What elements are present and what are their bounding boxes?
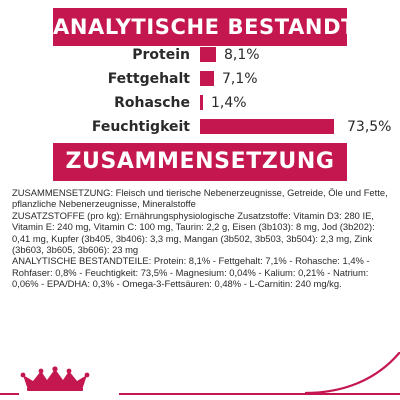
accent-swoosh: [305, 352, 400, 400]
nutrient-value: 8,1%: [224, 47, 260, 63]
royal-canin-crown-logo-icon: [19, 366, 119, 395]
composition-text: ZUSAMMENSETZUNG: Fleisch und tierische N…: [12, 187, 388, 290]
composition-title: ZUSAMMENSETZUNG: [65, 149, 335, 174]
nutrient-row-rohasche: Rohasche 1,4%: [0, 93, 400, 113]
nutrient-bar: [200, 47, 216, 62]
nutrient-bar: [200, 95, 203, 110]
nutrient-row-protein: Protein 8,1%: [0, 45, 400, 65]
composition-banner: ZUSAMMENSETZUNG: [53, 143, 347, 181]
nutrient-bar: [200, 71, 214, 86]
nutrient-label: Feuchtigkeit: [91, 119, 190, 135]
footer-line: [0, 393, 400, 395]
nutrient-row-fettgehalt: Fettgehalt 7,1%: [0, 69, 400, 89]
nutrient-value: 7,1%: [222, 71, 258, 87]
nutrient-label: Fettgehalt: [107, 71, 190, 87]
nutrient-label: Protein: [132, 47, 190, 63]
nutrient-value: 1,4%: [211, 95, 247, 111]
nutrient-row-feuchtigkeit: Feuchtigkeit 73,5%: [0, 117, 400, 137]
nutrient-bar: [200, 119, 334, 134]
nutrient-label: Rohasche: [114, 95, 190, 111]
analytic-title: ANALYTISCHE BESTANDTEILE: [53, 15, 400, 39]
nutrient-value: 73,5%: [347, 119, 392, 135]
analytic-banner: ANALYTISCHE BESTANDTEILE: [53, 8, 400, 46]
